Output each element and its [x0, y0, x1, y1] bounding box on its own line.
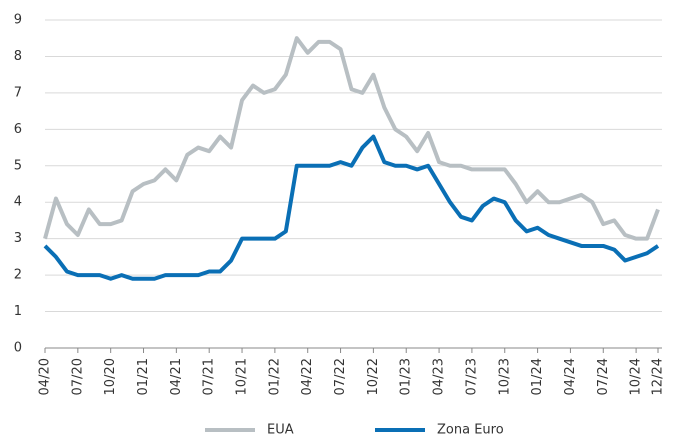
y-tick-label: 4: [14, 195, 22, 210]
x-tick-label: 10/23: [497, 358, 512, 395]
y-tick-label: 5: [14, 158, 22, 173]
x-tick-label: 10/20: [103, 358, 118, 395]
line: [43, 36, 660, 241]
line: [43, 134, 660, 281]
x-tick-label: 01/22: [267, 358, 282, 395]
x-tick-label: 10/24: [629, 358, 644, 395]
y-tick-label: 1: [14, 304, 22, 319]
y-tick-label: 3: [14, 231, 22, 246]
y-tick-label: 7: [14, 85, 22, 100]
x-tick-label: 07/21: [202, 358, 217, 395]
x-tick-label: 04/23: [432, 358, 447, 395]
x-tick-label: 07/20: [70, 358, 85, 395]
y-tick-label: 0: [14, 341, 22, 356]
x-tick-label: 07/24: [596, 358, 611, 395]
x-tick-label: 12/24: [651, 358, 666, 395]
x-tick-label: 10/21: [235, 358, 250, 395]
x-tick-label: 07/22: [333, 358, 348, 395]
y-tick-label: 8: [14, 49, 22, 64]
legend-label: EUA: [267, 423, 294, 438]
y-tick-label: 9: [14, 13, 22, 28]
legend-label: Zona Euro: [437, 423, 504, 438]
x-tick-label: 01/21: [136, 358, 151, 395]
x-tick-label: 10/22: [366, 358, 381, 395]
x-tick-label: 01/24: [530, 358, 545, 395]
x-tick-label: 04/20: [38, 358, 53, 395]
x-tick-label: 04/22: [300, 358, 315, 395]
x-tick-label: 01/23: [399, 358, 414, 395]
y-tick-label: 2: [14, 268, 22, 283]
x-tick-label: 04/21: [169, 358, 184, 395]
x-tick-label: 07/23: [464, 358, 479, 395]
x-tick-label: 04/24: [563, 358, 578, 395]
y-tick-label: 6: [14, 122, 22, 137]
